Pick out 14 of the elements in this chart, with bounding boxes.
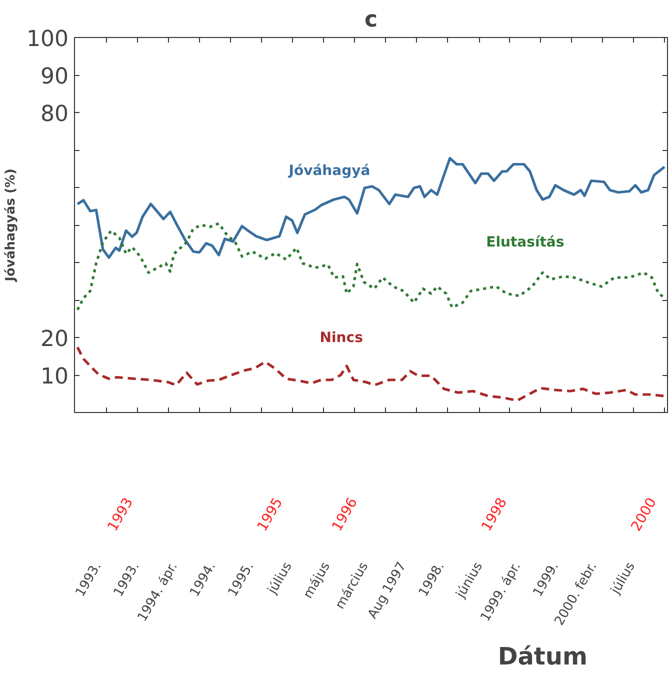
y-tick-label: 20 (40, 327, 69, 352)
y-axis-title: Jóváhagyás (%) (4, 168, 19, 282)
line-series (76, 346, 666, 402)
y-tick-label: 10 (40, 364, 69, 390)
line-series (76, 222, 666, 312)
series-label: Nincs (320, 330, 363, 346)
y-tick-label: 100 (26, 27, 69, 52)
series-label: Elutasítás (486, 234, 564, 251)
y-tick-label: 80 (40, 102, 69, 127)
y-tick-label: 90 (40, 64, 69, 90)
line-series (76, 156, 666, 259)
series-label: Jóváhagyá (288, 162, 370, 179)
chart-title: c (364, 8, 378, 32)
x-axis-title: Dátum (498, 642, 588, 670)
